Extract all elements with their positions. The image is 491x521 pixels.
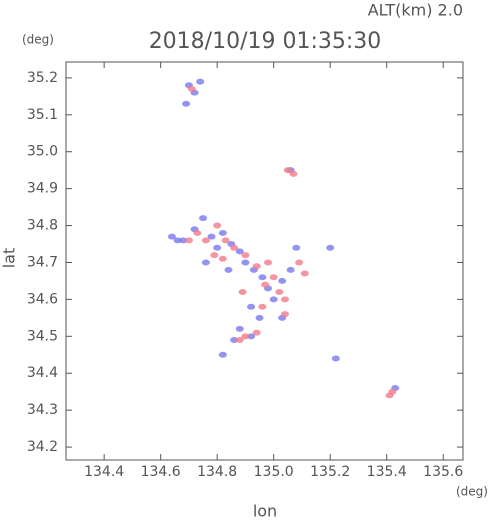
point (224, 266, 233, 273)
point (385, 392, 394, 399)
point (252, 329, 261, 336)
point (289, 170, 298, 177)
point (167, 233, 176, 240)
y-tick-label: 34.2 (27, 439, 58, 455)
point (221, 237, 230, 244)
point (230, 244, 239, 251)
point (247, 303, 256, 310)
point (235, 337, 244, 344)
point (235, 325, 244, 332)
chart-title: 2018/10/19 01:35:30 (149, 29, 382, 54)
point (269, 296, 278, 303)
point (193, 229, 202, 236)
y-axis-label: lat (0, 248, 19, 269)
point (286, 266, 295, 273)
point (278, 277, 287, 284)
x-tick-label: 134.8 (197, 464, 237, 480)
point (218, 255, 227, 262)
point (238, 289, 247, 296)
point (201, 259, 210, 266)
point (241, 259, 250, 266)
point (213, 244, 222, 251)
x-unit: (deg) (456, 485, 488, 499)
point (218, 229, 227, 236)
point (292, 244, 301, 251)
y-tick-label: 35.1 (27, 107, 58, 123)
point (179, 237, 188, 244)
x-tick-label: 135.4 (367, 464, 407, 480)
point (187, 85, 196, 92)
point (280, 296, 289, 303)
point (255, 314, 264, 321)
point (280, 311, 289, 318)
point (252, 263, 261, 270)
point (258, 274, 267, 281)
x-axis-label: lon (253, 502, 277, 521)
point (331, 355, 340, 362)
x-tick-label: 134.6 (141, 464, 181, 480)
point (173, 237, 182, 244)
chart-subtitle: ALT(km) 2.0 (368, 1, 463, 20)
point (258, 303, 267, 310)
point (184, 237, 193, 244)
y-unit: (deg) (22, 33, 54, 47)
point (247, 333, 256, 340)
point (283, 167, 292, 174)
point (235, 248, 244, 255)
point (269, 274, 278, 281)
point (300, 270, 309, 277)
x-tick-label: 134.4 (84, 464, 124, 480)
plot-frame (65, 61, 464, 461)
y-tick-label: 34.9 (27, 181, 58, 197)
point (199, 215, 208, 222)
point (213, 222, 222, 229)
point (241, 333, 250, 340)
point (218, 351, 227, 358)
y-tick-label: 34.3 (27, 402, 58, 418)
y-tick-label: 34.7 (27, 254, 58, 270)
y-tick-label: 34.4 (27, 365, 58, 381)
y-tick-label: 35.0 (27, 144, 58, 160)
point (261, 281, 270, 288)
point (207, 233, 216, 240)
point (326, 244, 335, 251)
point (230, 337, 239, 344)
y-tick-label: 34.6 (27, 291, 58, 307)
point (241, 252, 250, 259)
point (196, 78, 205, 85)
point (295, 259, 304, 266)
x-tick-label: 135.6 (423, 464, 463, 480)
x-tick-label: 135.2 (310, 464, 350, 480)
point (264, 259, 273, 266)
y-tick-label: 34.8 (27, 218, 58, 234)
y-tick-label: 35.2 (27, 70, 58, 86)
point (210, 252, 219, 259)
point (275, 289, 284, 296)
point (182, 100, 191, 107)
point (201, 237, 210, 244)
y-tick-label: 34.5 (27, 328, 58, 344)
x-tick-label: 135.0 (254, 464, 294, 480)
